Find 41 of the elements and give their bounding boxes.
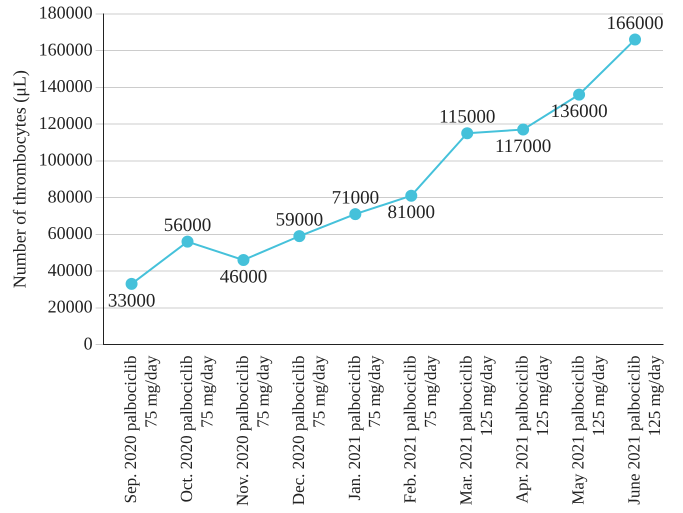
y-tick-label: 80000 [48,186,93,206]
point [405,190,418,202]
point [573,88,586,101]
y-axis-title: Number of thrombocytes (μL) [10,70,30,288]
data-label: 115000 [439,106,496,128]
x-tick-label: Jan. 2021 palbociclib 75 mg/day [344,355,384,500]
data-label: 117000 [495,136,552,158]
x-tick-label: Apr. 2021 palbociclib 125 mg/day [512,355,552,504]
point [182,236,194,248]
x-tick-label: Dec. 2020 palbociclib 75 mg/day [288,355,328,506]
y-tick-label: 60000 [48,223,93,244]
x-tick-label: Feb. 2021 palbociclib 75 mg/day [400,355,440,504]
point [349,208,362,220]
y-tick-label: 120000 [38,112,93,133]
data-label: 81000 [388,202,436,224]
y-tick-label: 140000 [38,76,93,96]
data-label: 166000 [606,13,664,34]
x-tick-label: Sep. 2020 palbociclib 75 mg/day [121,355,160,504]
x-tick-label: May 2021 palbociclib 125 mg/day [568,355,608,505]
data-label: 46000 [220,266,268,288]
x-tick-label: June 2021 palbociclib 125 mg/day [624,355,664,505]
point [126,278,138,290]
point [293,230,306,242]
data-label: 56000 [164,215,212,236]
point [517,124,530,136]
y-tick-label: 180000 [38,2,93,23]
y-tick-label: 100000 [38,150,93,170]
y-tick-label: 0 [84,333,93,354]
data-label: 59000 [276,210,324,231]
y-tick-label: 40000 [48,260,93,280]
data-label: 71000 [332,188,380,209]
y-tick-label: 160000 [38,39,93,60]
y-tick-label: 20000 [48,296,93,317]
x-tick-label: Nov. 2020 palbociclib 75 mg/day [232,355,272,506]
data-label: 33000 [108,290,156,312]
point [237,254,250,266]
point [629,34,642,46]
data-label: 136000 [550,101,608,122]
x-tick-label: Mar. 2021 palbociclib 125 mg/day [456,355,496,506]
x-tick-label: Oct. 2020 palbociclib 75 mg/day [176,355,216,502]
point [461,127,474,140]
